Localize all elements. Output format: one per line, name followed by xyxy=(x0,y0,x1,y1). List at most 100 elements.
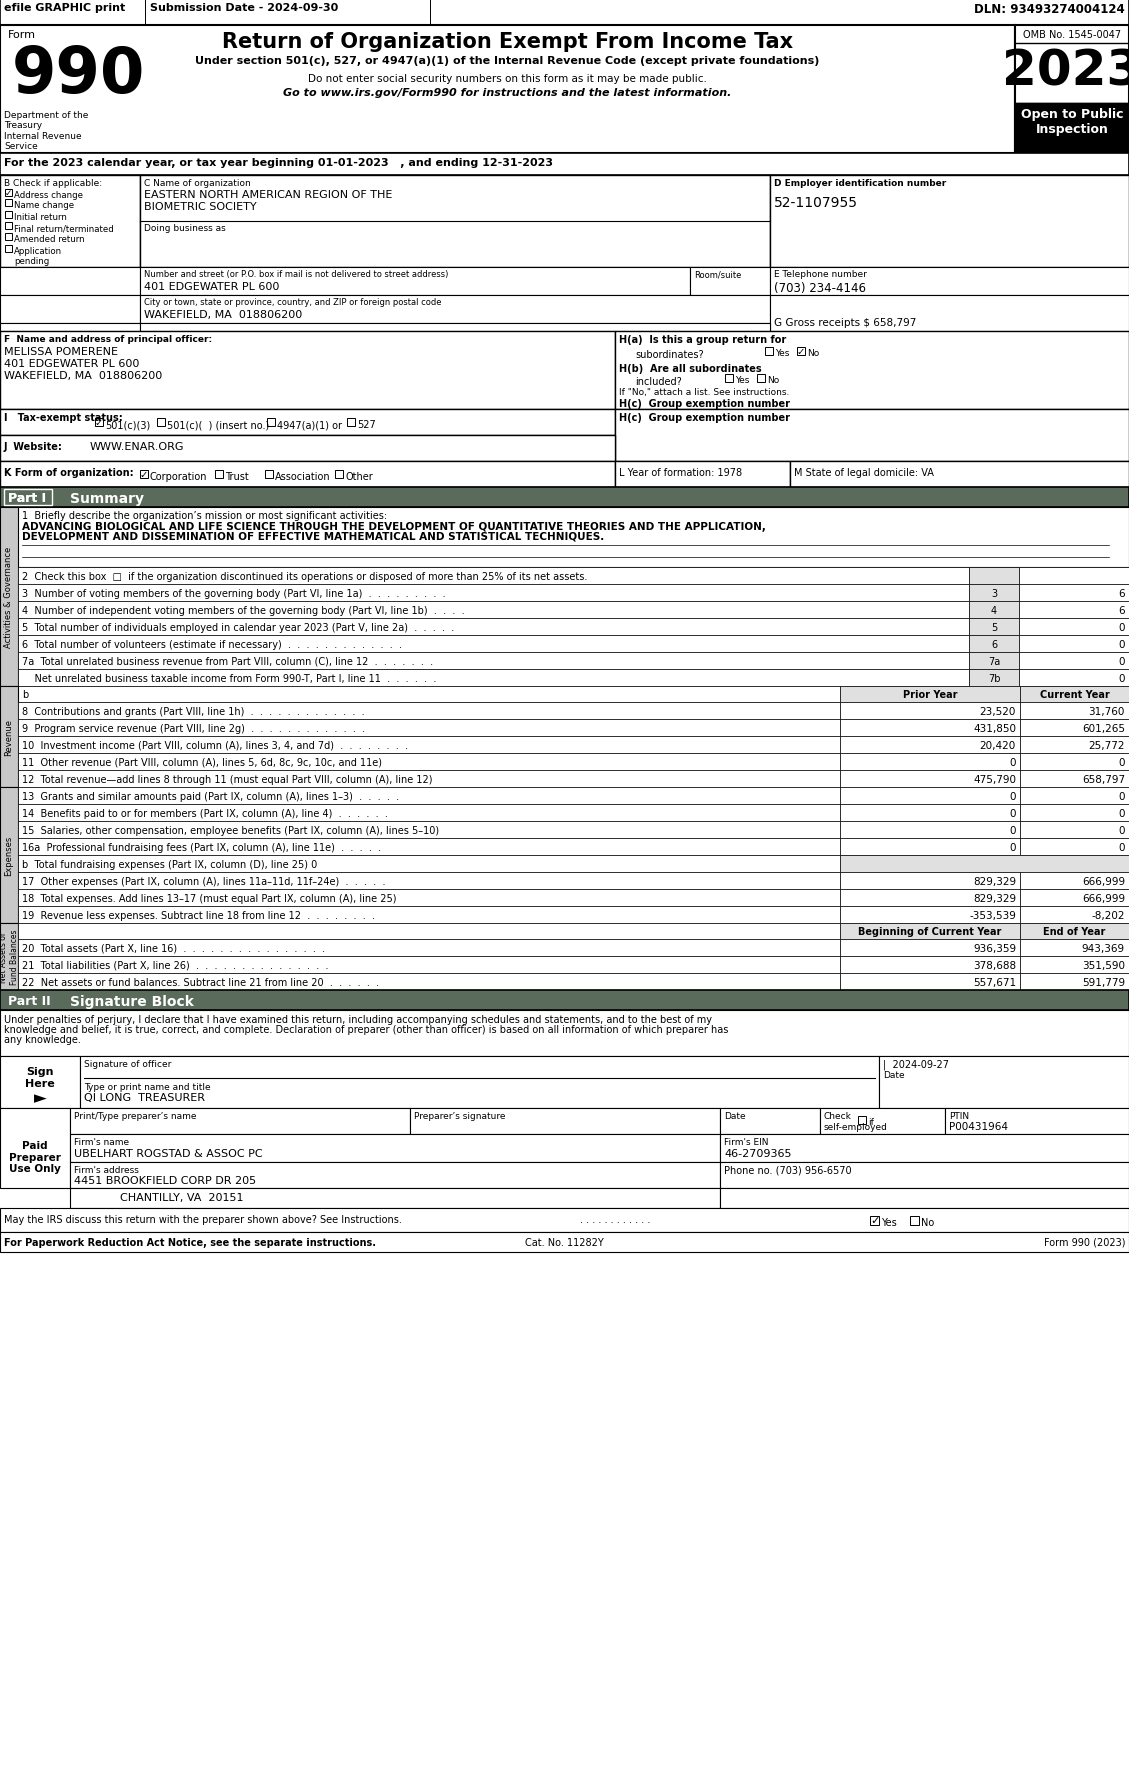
Text: F  Name and address of principal officer:: F Name and address of principal officer: xyxy=(5,335,212,344)
Text: For the 2023 calendar year, or tax year beginning 01-01-2023   , and ending 12-3: For the 2023 calendar year, or tax year … xyxy=(5,159,553,168)
Text: ADVANCING BIOLOGICAL AND LIFE SCIENCE THROUGH THE DEVELOPMENT OF QUANTITATIVE TH: ADVANCING BIOLOGICAL AND LIFE SCIENCE TH… xyxy=(21,522,765,531)
Text: Summary: Summary xyxy=(70,492,145,506)
Text: Check: Check xyxy=(824,1112,852,1121)
Text: Under penalties of perjury, I declare that I have examined this return, includin: Under penalties of perjury, I declare th… xyxy=(5,1014,712,1025)
Bar xyxy=(0,1108,70,1189)
Text: Expenses: Expenses xyxy=(5,836,14,875)
Text: Signature of officer: Signature of officer xyxy=(84,1060,172,1069)
Text: 936,359: 936,359 xyxy=(973,943,1016,953)
Text: Doing business as: Doing business as xyxy=(145,225,226,233)
Text: UBELHART ROGSTAD & ASSOC PC: UBELHART ROGSTAD & ASSOC PC xyxy=(75,1148,263,1158)
Text: PTIN: PTIN xyxy=(949,1112,969,1121)
Bar xyxy=(840,923,1019,939)
Bar xyxy=(840,873,1019,889)
Bar xyxy=(1019,839,1129,855)
Bar xyxy=(1015,103,1129,153)
Bar xyxy=(1019,670,1129,686)
Text: Under section 501(c), 527, or 4947(a)(1) of the Internal Revenue Code (except pr: Under section 501(c), 527, or 4947(a)(1)… xyxy=(195,55,820,66)
Text: MELISSA POMERENE: MELISSA POMERENE xyxy=(5,347,119,356)
Bar xyxy=(18,602,969,618)
Bar xyxy=(70,1162,720,1189)
Bar xyxy=(140,324,770,331)
Text: CHANTILLY, VA  20151: CHANTILLY, VA 20151 xyxy=(120,1192,244,1203)
Text: Go to www.irs.gov/Form990 for instructions and the latest information.: Go to www.irs.gov/Form990 for instructio… xyxy=(283,87,732,98)
Bar xyxy=(0,1233,1129,1253)
Text: E Telephone number: E Telephone number xyxy=(774,269,867,278)
Bar xyxy=(615,410,1129,462)
Text: DEVELOPMENT AND DISSEMINATION OF EFFECTIVE MATHEMATICAL AND STATISTICAL TECHNIQU: DEVELOPMENT AND DISSEMINATION OF EFFECTI… xyxy=(21,531,604,542)
Text: Activities & Governance: Activities & Governance xyxy=(5,547,14,649)
Bar xyxy=(1019,618,1129,636)
Text: Current Year: Current Year xyxy=(1040,690,1110,700)
Text: 1  Briefly describe the organization’s mission or most significant activities:: 1 Briefly describe the organization’s mi… xyxy=(21,511,387,520)
Text: 378,688: 378,688 xyxy=(973,960,1016,971)
Text: H(a)  Is this a group return for: H(a) Is this a group return for xyxy=(619,335,786,344)
Text: Date: Date xyxy=(883,1071,904,1080)
Bar xyxy=(870,1217,879,1226)
Bar xyxy=(335,470,343,479)
Text: 22  Net assets or fund balances. Subtract line 21 from line 20  .  .  .  .  .  .: 22 Net assets or fund balances. Subtract… xyxy=(21,978,379,987)
Text: 14  Benefits paid to or for members (Part IX, column (A), line 4)  .  .  .  .  .: 14 Benefits paid to or for members (Part… xyxy=(21,809,388,818)
Bar xyxy=(0,923,18,991)
Bar xyxy=(80,1057,879,1108)
Text: Corporation: Corporation xyxy=(150,472,208,481)
Text: Beginning of Current Year: Beginning of Current Year xyxy=(858,927,1001,937)
Bar xyxy=(18,770,840,788)
Bar xyxy=(1019,822,1129,839)
Text: 4: 4 xyxy=(991,606,997,615)
Bar xyxy=(140,470,148,479)
Bar xyxy=(0,788,18,923)
Text: 501(c)(  ) (insert no.): 501(c)( ) (insert no.) xyxy=(167,421,269,429)
Bar xyxy=(265,470,273,479)
Text: 19  Revenue less expenses. Subtract line 18 from line 12  .  .  .  .  .  .  .  .: 19 Revenue less expenses. Subtract line … xyxy=(21,911,375,921)
Bar xyxy=(5,246,12,253)
Bar xyxy=(1019,568,1129,584)
Bar xyxy=(18,568,969,584)
Bar xyxy=(0,1057,80,1108)
Text: 666,999: 666,999 xyxy=(1082,877,1124,886)
Text: 658,797: 658,797 xyxy=(1082,775,1124,784)
Bar xyxy=(5,191,12,196)
Bar xyxy=(0,410,615,437)
Bar xyxy=(18,788,840,804)
Bar xyxy=(1019,889,1129,907)
Text: subordinates?: subordinates? xyxy=(634,349,703,360)
Text: -8,202: -8,202 xyxy=(1092,911,1124,921)
Bar xyxy=(18,670,969,686)
Text: Paid
Preparer
Use Only: Paid Preparer Use Only xyxy=(9,1140,61,1174)
Text: Firm's address: Firm's address xyxy=(75,1165,139,1174)
Text: 3: 3 xyxy=(991,588,997,599)
Text: 401 EDGEWATER PL 600: 401 EDGEWATER PL 600 xyxy=(145,282,279,292)
Text: Association: Association xyxy=(275,472,331,481)
Bar xyxy=(797,347,805,356)
Text: 8  Contributions and grants (Part VIII, line 1h)  .  .  .  .  .  .  .  .  .  .  : 8 Contributions and grants (Part VIII, l… xyxy=(21,707,365,716)
Bar xyxy=(840,855,1129,873)
Bar xyxy=(840,957,1019,973)
Text: Form 990 (2023): Form 990 (2023) xyxy=(1043,1237,1124,1247)
Bar xyxy=(840,686,1019,702)
Text: 12  Total revenue—add lines 8 through 11 (must equal Part VIII, column (A), line: 12 Total revenue—add lines 8 through 11 … xyxy=(21,775,432,784)
Bar xyxy=(770,176,1129,267)
Text: 46-2709365: 46-2709365 xyxy=(724,1148,791,1158)
Bar xyxy=(720,1189,1129,1208)
Text: 0: 0 xyxy=(1119,757,1124,768)
Text: May the IRS discuss this return with the preparer shown above? See Instructions.: May the IRS discuss this return with the… xyxy=(5,1214,402,1224)
Text: Yes: Yes xyxy=(881,1217,896,1228)
Text: 943,369: 943,369 xyxy=(1082,943,1124,953)
Text: 10  Investment income (Part VIII, column (A), lines 3, 4, and 7d)  .  .  .  .  .: 10 Investment income (Part VIII, column … xyxy=(21,741,408,750)
Bar xyxy=(140,176,770,267)
Text: WAKEFIELD, MA  018806200: WAKEFIELD, MA 018806200 xyxy=(145,310,303,319)
Text: . . . . . . . . . . . .: . . . . . . . . . . . . xyxy=(580,1214,650,1224)
Bar xyxy=(0,176,140,267)
Text: Number and street (or P.O. box if mail is not delivered to street address): Number and street (or P.O. box if mail i… xyxy=(145,269,448,278)
Bar xyxy=(18,618,969,636)
Text: if: if xyxy=(868,1117,874,1126)
Text: Prior Year: Prior Year xyxy=(903,690,957,700)
Bar xyxy=(1019,907,1129,923)
Text: OMB No. 1545-0047: OMB No. 1545-0047 xyxy=(1023,30,1121,39)
Text: 0: 0 xyxy=(1009,825,1016,836)
Bar xyxy=(18,636,969,652)
Bar xyxy=(1019,804,1129,822)
Bar xyxy=(969,670,1019,686)
Text: 15  Salaries, other compensation, employee benefits (Part IX, column (A), lines : 15 Salaries, other compensation, employe… xyxy=(21,825,439,836)
